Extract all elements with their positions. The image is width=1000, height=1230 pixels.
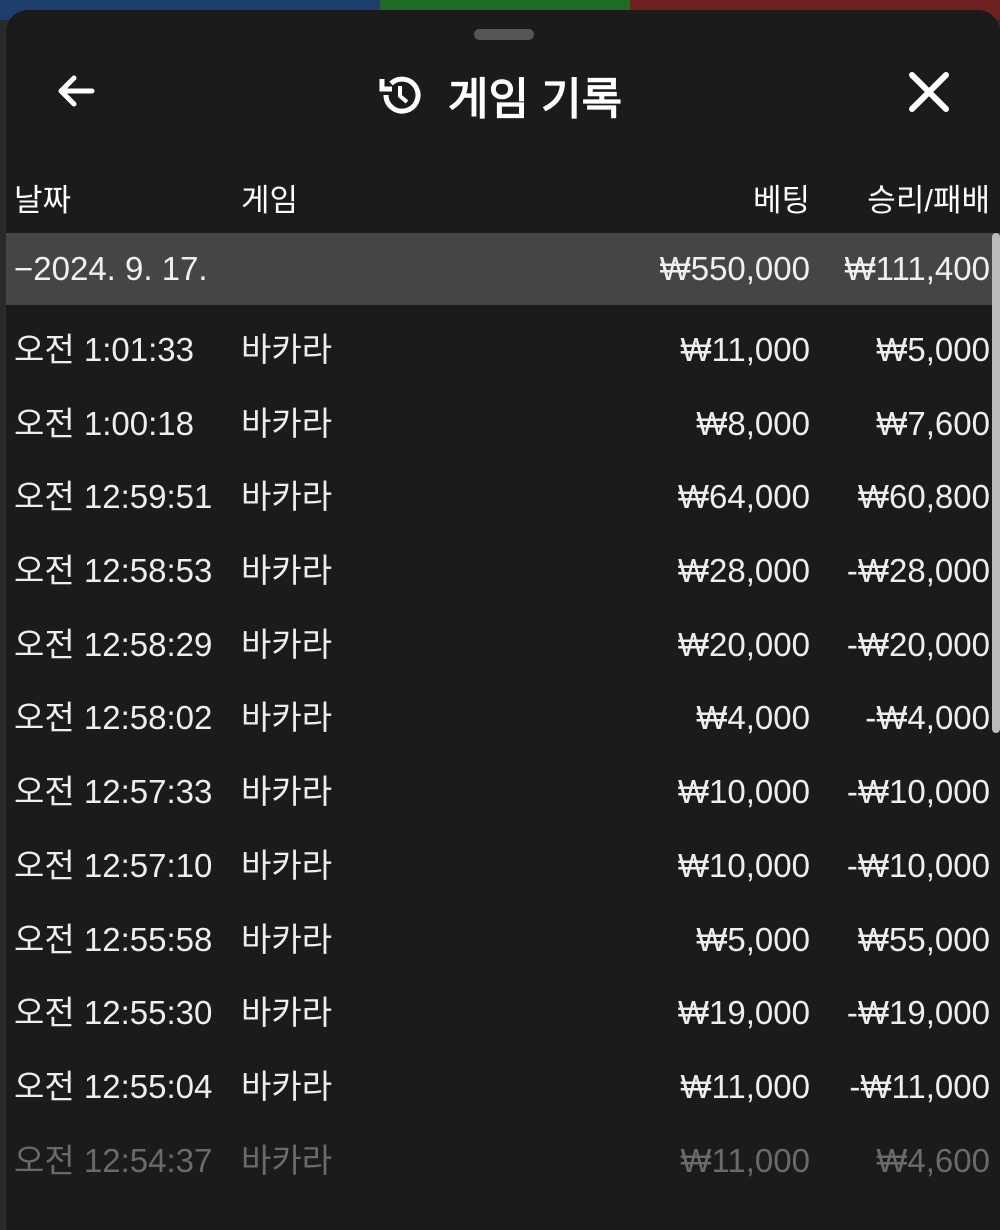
- row-result: ₩7,600: [876, 404, 990, 442]
- table-row[interactable]: 오전 12:58:53 바카라 ₩28,000 -₩28,000: [6, 534, 1000, 608]
- row-time: 오전 12:55:58: [14, 920, 213, 958]
- row-time: 오전 12:57:33: [14, 773, 213, 811]
- table-row[interactable]: 오전 12:54:37 바카라 ₩11,000 ₩4,600: [6, 1124, 1000, 1198]
- row-time: 오전 1:00:18: [14, 404, 194, 442]
- row-time: 오전 12:54:37: [14, 1141, 213, 1179]
- row-game: 바카라: [241, 552, 333, 590]
- row-result: -₩10,000: [846, 846, 990, 884]
- drag-handle[interactable]: [474, 29, 534, 40]
- table-row[interactable]: 오전 12:55:04 바카라 ₩11,000 -₩11,000: [6, 1050, 1000, 1124]
- row-bet: ₩20,000: [677, 625, 810, 663]
- close-icon: [909, 72, 949, 112]
- scrollbar[interactable]: [992, 233, 1000, 733]
- row-game: 바카라: [241, 773, 333, 811]
- row-result: -₩10,000: [846, 773, 990, 811]
- column-date: 날짜: [14, 183, 72, 218]
- group-result-total: ₩111,400: [844, 250, 990, 287]
- row-result: -₩4,000: [865, 699, 990, 737]
- row-result: -₩19,000: [846, 994, 990, 1032]
- date-group-row[interactable]: −2024. 9. 17. ₩550,000 ₩111,400: [6, 233, 1000, 305]
- row-game: 바카라: [241, 478, 333, 516]
- row-result: ₩60,800: [857, 478, 990, 516]
- table-row[interactable]: 오전 12:57:33 바카라 ₩10,000 -₩10,000: [6, 755, 1000, 829]
- title-text: 게임 기록: [448, 75, 623, 124]
- row-result: -₩11,000: [849, 1067, 990, 1105]
- row-bet: ₩8,000: [696, 404, 810, 442]
- table-row[interactable]: 오전 12:58:29 바카라 ₩20,000 -₩20,000: [6, 608, 1000, 682]
- game-history-sheet: 게임 기록 날짜 게임 베팅 승리/패배 −2024. 9. 17. ₩550,…: [6, 10, 1000, 1230]
- table-row[interactable]: 오전 12:58:02 바카라 ₩4,000 -₩4,000: [6, 681, 1000, 755]
- row-bet: ₩10,000: [677, 773, 810, 811]
- row-result: -₩28,000: [846, 552, 990, 590]
- row-bet: ₩19,000: [677, 994, 810, 1032]
- row-time: 오전 12:58:02: [14, 699, 213, 737]
- row-game: 바카라: [241, 625, 333, 663]
- table-row[interactable]: 오전 1:01:33 바카라 ₩11,000 ₩5,000: [6, 313, 1000, 387]
- table-row[interactable]: 오전 12:55:30 바카라 ₩19,000 -₩19,000: [6, 976, 1000, 1050]
- row-time: 오전 12:55:30: [14, 994, 213, 1032]
- row-bet: ₩11,000: [680, 1141, 810, 1179]
- row-result: -₩20,000: [846, 625, 990, 663]
- page-title: 게임 기록: [376, 63, 622, 127]
- row-result: ₩4,600: [876, 1141, 990, 1179]
- row-game: 바카라: [241, 994, 333, 1032]
- row-result: ₩5,000: [876, 331, 990, 368]
- column-game: 게임: [241, 183, 299, 218]
- row-time: 오전 1:01:33: [14, 331, 194, 368]
- row-bet: ₩28,000: [677, 552, 810, 590]
- row-game: 바카라: [241, 920, 333, 958]
- row-game: 바카라: [241, 331, 333, 368]
- column-headers: 날짜 게임 베팅 승리/패배: [6, 175, 1000, 218]
- table-row[interactable]: 오전 12:55:58 바카라 ₩5,000 ₩55,000: [6, 903, 1000, 977]
- row-game: 바카라: [241, 1141, 333, 1179]
- close-button[interactable]: [906, 69, 952, 115]
- row-bet: ₩11,000: [680, 1067, 810, 1105]
- back-button[interactable]: [54, 69, 98, 113]
- row-bet: ₩11,000: [680, 331, 810, 368]
- row-game: 바카라: [241, 404, 333, 442]
- row-time: 오전 12:59:51: [14, 478, 213, 516]
- row-time: 오전 12:58:53: [14, 552, 213, 590]
- column-bet: 베팅: [752, 183, 810, 218]
- row-result: ₩55,000: [857, 920, 990, 958]
- row-game: 바카라: [241, 1067, 333, 1105]
- column-result: 승리/패배: [867, 183, 990, 218]
- arrow-left-icon: [58, 75, 95, 107]
- history-list: 오전 1:01:33 바카라 ₩11,000 ₩5,000 오전 1:00:18 바카라 ₩…: [6, 313, 1000, 1197]
- row-bet: ₩10,000: [677, 846, 810, 884]
- table-row[interactable]: 오전 12:59:51 바카라 ₩64,000 ₩60,800: [6, 460, 1000, 534]
- row-bet: ₩64,000: [677, 478, 810, 516]
- table-row[interactable]: 오전 12:57:10 바카라 ₩10,000 -₩10,000: [6, 829, 1000, 903]
- row-time: 오전 12:58:29: [14, 625, 213, 663]
- table-row[interactable]: 오전 1:00:18 바카라 ₩8,000 ₩7,600: [6, 387, 1000, 461]
- row-bet: ₩4,000: [696, 699, 810, 737]
- group-bet-total: ₩550,000: [659, 250, 810, 287]
- sheet-header: 게임 기록: [6, 55, 1000, 125]
- row-game: 바카라: [241, 846, 333, 884]
- history-icon: [379, 76, 421, 114]
- row-game: 바카라: [241, 699, 333, 737]
- group-date: −2024. 9. 17.: [14, 250, 208, 287]
- row-time: 오전 12:55:04: [14, 1067, 213, 1105]
- row-time: 오전 12:57:10: [14, 846, 213, 884]
- row-bet: ₩5,000: [696, 920, 810, 958]
